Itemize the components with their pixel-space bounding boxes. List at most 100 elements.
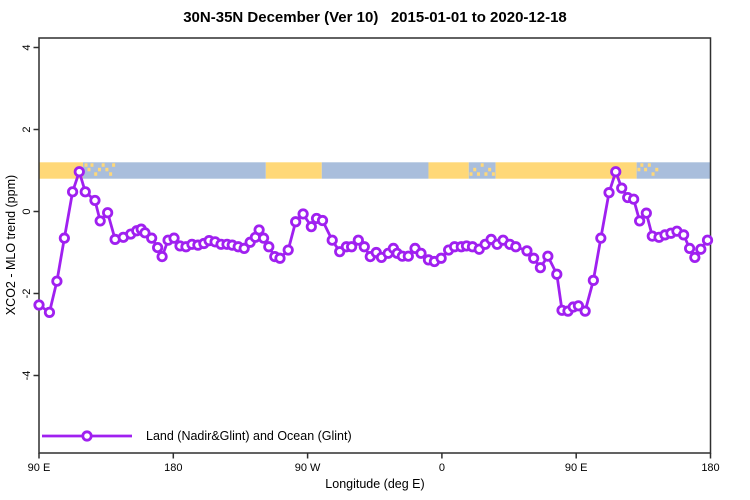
data-point: [415, 247, 427, 259]
data-point: [689, 251, 701, 264]
data-point: [326, 234, 338, 246]
map-band-segment-ocean: [321, 162, 429, 179]
y-tick-label: -4: [21, 371, 33, 381]
map-band-speckle: [647, 163, 651, 167]
y-tick-label: 2: [21, 126, 33, 132]
data-point: [402, 250, 414, 262]
data-point: [610, 166, 622, 178]
chart-title: 30N-35N December (Ver 10) 2015-01-01 to …: [183, 9, 567, 26]
map-band-speckle: [473, 167, 477, 172]
data-point: [595, 232, 607, 244]
data-point: [678, 229, 690, 241]
data-point: [684, 242, 696, 254]
data-point: [534, 262, 546, 274]
data-point: [102, 207, 114, 219]
map-band-speckle: [640, 163, 644, 167]
map-band-speckle: [112, 163, 116, 167]
data-point: [146, 232, 158, 244]
x-tick-label: 90 E: [28, 462, 51, 474]
map-band-speckle: [90, 163, 94, 167]
x-tick-label: 90 E: [565, 462, 588, 474]
map-band-speckle: [84, 163, 88, 167]
map-band-speckle: [491, 172, 495, 176]
data-point: [274, 252, 286, 264]
x-tick-label: 180: [701, 462, 719, 474]
data-point: [352, 234, 364, 246]
map-band-speckle: [97, 167, 101, 172]
plot-box: [38, 37, 712, 454]
data-point: [603, 187, 615, 199]
map-band-speckle: [488, 167, 492, 172]
data-point: [66, 186, 79, 198]
x-tick-label: 0: [439, 462, 445, 474]
map-band-segment-ocean: [83, 162, 266, 179]
map-band-segment-land: [495, 162, 637, 179]
map-band-speckle: [87, 167, 91, 172]
legend-label: Land (Nadir&Glint) and Ocean (Glint): [146, 429, 352, 443]
data-point: [51, 275, 63, 287]
data-point: [616, 182, 628, 194]
map-band-speckle: [109, 172, 113, 176]
map-band-speckle: [484, 172, 488, 176]
map-band-speckle: [644, 167, 648, 172]
data-point: [587, 274, 599, 286]
data-point: [58, 232, 70, 244]
data-point: [139, 227, 151, 239]
data-point: [253, 224, 265, 236]
data-point: [542, 250, 554, 262]
data-point: [297, 208, 309, 220]
x-tick-label: 180: [164, 462, 182, 474]
legend-marker-icon: [42, 430, 132, 442]
map-band-segment-land: [265, 162, 322, 179]
map-band-speckle: [94, 172, 98, 176]
data-point: [701, 234, 714, 246]
data-point: [257, 232, 270, 244]
data-point: [640, 207, 652, 219]
data-point: [79, 186, 91, 198]
data-point: [695, 243, 707, 255]
data-point: [305, 221, 317, 233]
data-point: [156, 251, 168, 263]
data-point: [238, 242, 250, 254]
map-band-speckle: [480, 163, 484, 167]
y-tick-label: -2: [21, 289, 33, 299]
x-tick-label: 90 W: [295, 462, 321, 474]
map-band-speckle: [637, 167, 641, 172]
map-band-speckle: [469, 172, 473, 176]
data-point: [528, 252, 540, 264]
data-point: [551, 268, 563, 280]
data-point: [263, 241, 275, 253]
data-point: [73, 166, 85, 178]
map-band-speckle: [101, 163, 105, 167]
map-band-speckle: [476, 172, 480, 176]
data-point: [282, 244, 294, 256]
map-band-speckle: [105, 167, 109, 172]
data-point: [572, 300, 585, 312]
data-point: [510, 241, 522, 253]
map-band-segment-ocean: [468, 162, 496, 179]
legend: Land (Nadir&Glint) and Ocean (Glint): [41, 429, 352, 443]
data-point: [579, 305, 591, 317]
data-point: [94, 215, 106, 227]
y-tick-label: 4: [21, 44, 33, 50]
data-point: [316, 214, 329, 227]
x-axis-label: Longitude (deg E): [325, 477, 425, 491]
data-point: [89, 194, 101, 207]
data-point: [168, 232, 180, 244]
data-point: [33, 299, 45, 311]
y-tick-label: 0: [21, 208, 33, 214]
data-point: [358, 241, 370, 253]
data-point: [634, 215, 646, 227]
data-point: [346, 241, 358, 253]
map-band-segment-land: [39, 162, 84, 179]
data-point: [43, 306, 56, 318]
map-band-speckle: [651, 172, 655, 176]
map-band-segment-ocean: [636, 162, 711, 179]
data-point: [290, 216, 302, 228]
data-point: [152, 241, 164, 254]
map-band-speckle: [655, 167, 659, 172]
data-point: [435, 252, 447, 264]
map-band-segment-land: [428, 162, 469, 179]
